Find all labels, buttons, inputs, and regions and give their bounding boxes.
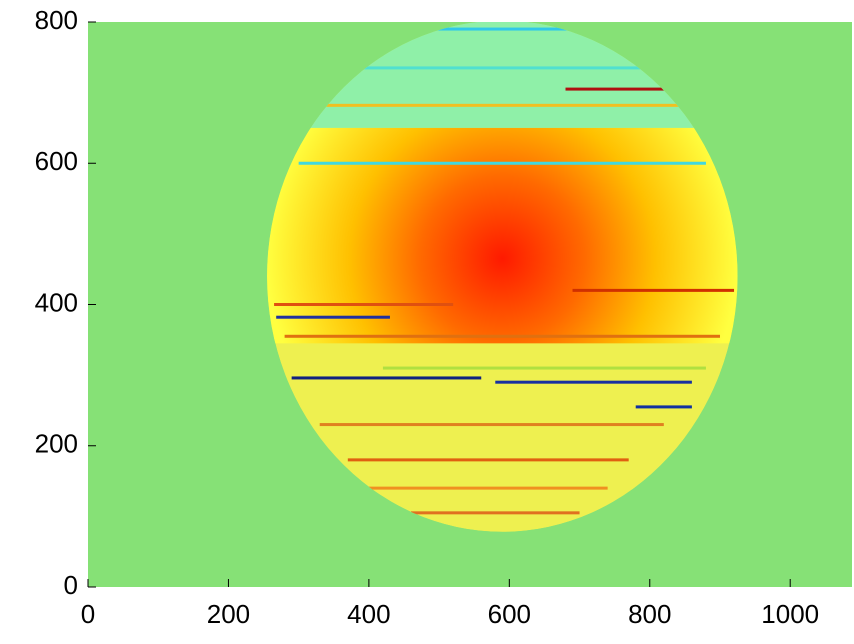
streak [312, 103, 692, 107]
y-tick-label: 200 [35, 429, 78, 459]
streak [274, 303, 454, 306]
streak [347, 458, 629, 462]
streak [495, 380, 692, 384]
streak [565, 87, 678, 91]
streak [572, 288, 735, 292]
streak [319, 423, 664, 427]
y-tick-label: 0 [64, 570, 78, 600]
streak [326, 66, 650, 70]
x-tick-label: 200 [207, 599, 250, 629]
streak [291, 376, 482, 380]
y-tick-label: 800 [35, 5, 78, 35]
streak [276, 315, 390, 319]
streak [411, 511, 580, 515]
x-tick-label: 600 [488, 599, 531, 629]
x-tick-label: 800 [628, 599, 671, 629]
streak [368, 486, 608, 490]
x-tick-label: 400 [347, 599, 390, 629]
streak [284, 334, 720, 338]
y-tick-label: 600 [35, 146, 78, 176]
x-tick-label: 0 [81, 599, 95, 629]
x-tick-label: 1000 [761, 599, 819, 629]
streak [396, 27, 580, 31]
streak [298, 161, 706, 165]
streak [382, 366, 706, 370]
y-tick-label: 400 [35, 287, 78, 317]
plot-area [88, 22, 852, 587]
streak [635, 405, 692, 409]
